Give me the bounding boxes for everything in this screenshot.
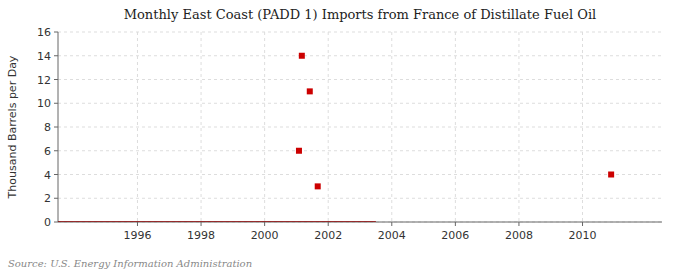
point (307, 88, 313, 94)
y-grid-line (58, 103, 662, 104)
y-tick (54, 127, 58, 128)
x-tick-label: 2002 (314, 229, 342, 242)
y-tick (54, 174, 58, 175)
x-tick-label: 1996 (123, 229, 151, 242)
x-tick-label: 2008 (505, 229, 533, 242)
y-tick-label: 0 (44, 216, 51, 229)
x-grid-line (328, 32, 329, 222)
x-grid-line (455, 32, 456, 222)
x-grid-line (137, 32, 138, 222)
y-grid-line (58, 55, 662, 56)
y-grid-line (58, 127, 662, 128)
point (315, 183, 321, 189)
y-grid-line (58, 32, 662, 33)
point (296, 148, 302, 154)
x-tick (137, 222, 138, 226)
y-grid-line (58, 222, 662, 223)
y-tick (54, 79, 58, 80)
line (58, 221, 376, 222)
y-tick (54, 222, 58, 223)
y-grid-line (58, 79, 662, 80)
x-tick-label: 2004 (378, 229, 406, 242)
chart: 0 2 4 6 8 10 12 14 16 1996 1998 2000 2002 2004 2006 200… (0, 0, 675, 275)
y-grid-line (58, 174, 662, 175)
x-tick-label: 2006 (441, 229, 469, 242)
x-tick (455, 222, 456, 226)
y-tick-label: 16 (37, 26, 51, 39)
y-tick-label: 8 (44, 121, 51, 134)
x-tick (201, 222, 202, 226)
y-tick-label: 10 (37, 97, 51, 110)
title: Monthly East Coast (PADD 1) Imports from… (124, 7, 597, 22)
y-tick-label: 4 (44, 169, 51, 182)
x-tick (264, 222, 265, 226)
y-tick (54, 103, 58, 104)
y-tick (54, 150, 58, 151)
y-axis-line (58, 32, 59, 222)
y-tick-label: 2 (44, 192, 51, 205)
y-tick (54, 55, 58, 56)
x-tick (582, 222, 583, 226)
y-tick (54, 198, 58, 199)
x-grid-line (264, 32, 265, 222)
x-tick-label: 1998 (187, 229, 215, 242)
x-tick-label: 2000 (251, 229, 279, 242)
x-tick (328, 222, 329, 226)
point (299, 53, 305, 59)
x-axis-line (58, 222, 662, 223)
y-grid-line (58, 150, 662, 151)
x-grid-line (582, 32, 583, 222)
grid (58, 32, 662, 222)
x-grid-line (391, 32, 392, 222)
y-tick-label: 14 (37, 50, 51, 63)
y-tick-label: 12 (37, 74, 51, 87)
x-tick-label: 2010 (569, 229, 597, 242)
point (608, 172, 614, 178)
data-area (58, 53, 614, 222)
source-note: Source: U.S. Energy Information Administ… (8, 258, 252, 269)
y-grid-line (58, 198, 662, 199)
y-axis-label: Thousand Barrels per Day (6, 55, 19, 199)
x-tick (518, 222, 519, 226)
x-tick (391, 222, 392, 226)
y-tick (54, 32, 58, 33)
x-grid-line (201, 32, 202, 222)
x-grid-line (518, 32, 519, 222)
y-tick-label: 6 (44, 145, 51, 158)
